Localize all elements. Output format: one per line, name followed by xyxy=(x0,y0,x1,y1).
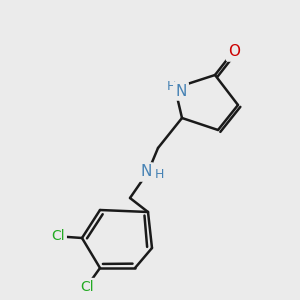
Text: N: N xyxy=(175,83,187,98)
Text: N: N xyxy=(140,164,152,179)
Text: H: H xyxy=(154,169,164,182)
Text: O: O xyxy=(228,44,240,59)
Text: Cl: Cl xyxy=(80,280,94,294)
Text: Cl: Cl xyxy=(51,230,65,243)
Text: H: H xyxy=(166,80,176,94)
